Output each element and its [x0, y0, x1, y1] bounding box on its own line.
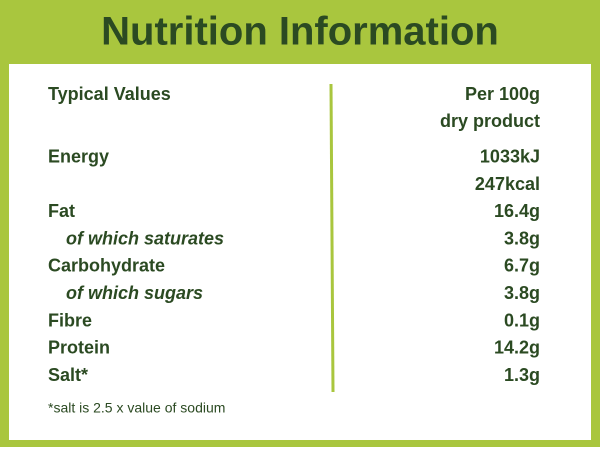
row-label: Protein — [48, 338, 110, 358]
row-label: Typical Values — [48, 84, 171, 104]
row-label: Energy — [48, 147, 109, 167]
row-value: dry product — [440, 111, 540, 131]
row-value: 14.2g — [494, 338, 540, 358]
row-label: Salt* — [48, 365, 88, 385]
sub-label: of which saturates — [66, 228, 224, 248]
title: Nutrition Information — [101, 10, 499, 54]
table-area — [9, 64, 591, 440]
row-label: Fibre — [48, 310, 92, 330]
row-value: 3.8g — [504, 283, 540, 303]
row-value: 0.1g — [504, 310, 540, 330]
row-label: Carbohydrate — [48, 256, 165, 276]
sub-label: of which sugars — [66, 283, 203, 303]
footnote: *salt is 2.5 x value of sodium — [48, 400, 225, 416]
row-value: 1.3g — [504, 365, 540, 385]
row-value: 16.4g — [494, 201, 540, 221]
row-value: 1033kJ — [480, 147, 540, 167]
row-value: Per 100g — [465, 84, 540, 104]
row-value: 3.8g — [504, 228, 540, 248]
row-value: 247kcal — [475, 174, 540, 194]
row-label: Fat — [48, 201, 75, 221]
column-divider — [329, 83, 335, 393]
row-value: 6.7g — [504, 256, 540, 276]
